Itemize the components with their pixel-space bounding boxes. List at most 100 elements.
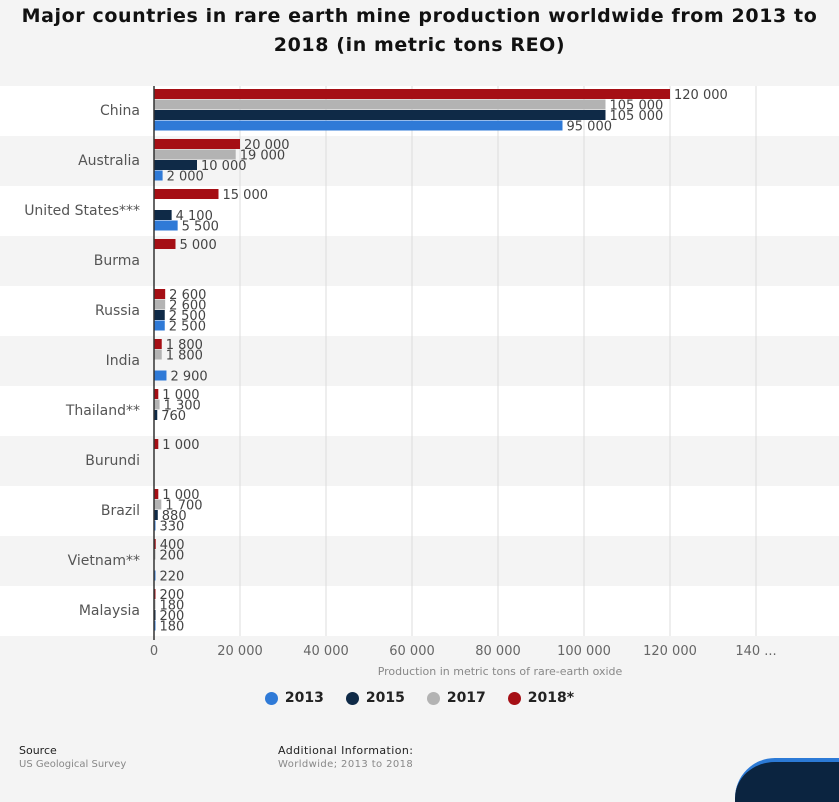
category-band bbox=[0, 586, 839, 636]
chart-title: Major countries in rare earth mine produ… bbox=[21, 5, 818, 56]
bar-2015-unitedstates bbox=[154, 210, 172, 220]
data-label: 400 bbox=[160, 538, 185, 553]
legend-item-2015[interactable]: 2015 bbox=[345, 690, 405, 706]
additional-info-block: Additional Information: Worldwide; 2013 … bbox=[278, 744, 413, 772]
data-label: 19 000 bbox=[240, 149, 286, 164]
data-label: 5 500 bbox=[182, 220, 219, 235]
category-band bbox=[0, 136, 839, 186]
bar-2013-russia bbox=[154, 320, 165, 331]
data-label: 200 bbox=[160, 609, 185, 624]
data-label: 4 100 bbox=[176, 209, 213, 224]
x-tick-label: 40 000 bbox=[303, 644, 349, 659]
x-tick-label: 60 000 bbox=[389, 644, 435, 659]
bar-2018-unitedstates bbox=[154, 189, 219, 199]
legend-label-2018: 2018* bbox=[527, 690, 575, 706]
legend-swatch-2017 bbox=[426, 691, 440, 705]
category-label: China bbox=[100, 103, 140, 119]
x-axis-title: Production in metric tons of rare-earth … bbox=[378, 665, 623, 678]
x-tick-label: 140 ... bbox=[735, 644, 776, 659]
data-label: 880 bbox=[162, 509, 187, 524]
category-band bbox=[0, 186, 839, 236]
bar-2017-china bbox=[154, 99, 606, 110]
bar-chart: China Australia United States*** Burma Russi… bbox=[0, 86, 839, 678]
bar-2013-china bbox=[154, 120, 563, 131]
category-band bbox=[0, 286, 839, 336]
category-band bbox=[0, 486, 839, 536]
bar-2017-thailand bbox=[154, 399, 160, 410]
data-label: 200 bbox=[160, 588, 185, 603]
category-label: Burma bbox=[94, 253, 140, 269]
bar-2013-australia bbox=[154, 170, 163, 181]
data-label: 200 bbox=[160, 549, 185, 564]
data-label: 20 000 bbox=[244, 138, 290, 153]
bar-2013-unitedstates bbox=[154, 220, 178, 231]
bar-2018-burma bbox=[154, 239, 176, 249]
brand-badge bbox=[735, 758, 839, 802]
legend-swatch-2015 bbox=[345, 691, 359, 705]
legend-swatch-2013 bbox=[264, 691, 278, 705]
bar-2018-australia bbox=[154, 139, 240, 149]
legend-label-2013: 2013 bbox=[284, 690, 324, 706]
source-link[interactable]: US Geological Survey bbox=[19, 759, 127, 770]
data-label: 760 bbox=[161, 409, 186, 424]
category-label: United States*** bbox=[24, 203, 140, 219]
category-label: Vietnam** bbox=[68, 553, 140, 569]
bar-2015-thailand bbox=[154, 410, 158, 420]
data-label: 2 600 bbox=[169, 288, 206, 303]
data-label: 1 000 bbox=[162, 488, 199, 503]
category-label: India bbox=[106, 353, 140, 369]
data-label: 330 bbox=[160, 520, 185, 535]
data-label: 220 bbox=[160, 570, 185, 585]
bar-2018-thailand bbox=[154, 389, 159, 399]
additional-info-label: Additional Information: bbox=[278, 744, 414, 757]
additional-info-value: Worldwide; 2013 to 2018 bbox=[278, 759, 414, 770]
data-label: 180 bbox=[160, 599, 185, 614]
data-label: 1 800 bbox=[166, 338, 203, 353]
x-tick-label: 0 bbox=[150, 644, 158, 659]
x-tick-label: 20 000 bbox=[217, 644, 263, 659]
data-label: 120 000 bbox=[674, 88, 728, 103]
legend-item-2017[interactable]: 2017 bbox=[426, 690, 486, 706]
data-label: 2 500 bbox=[169, 320, 206, 335]
bar-2017-australia bbox=[154, 149, 236, 160]
data-label: 1 800 bbox=[166, 349, 203, 364]
source-label: Source bbox=[19, 744, 57, 757]
category-label: Australia bbox=[78, 153, 140, 169]
category-band bbox=[0, 386, 839, 436]
legend-label-2015: 2015 bbox=[365, 690, 405, 706]
source-block: Source US Geological Survey bbox=[19, 744, 126, 772]
data-label: 1 000 bbox=[162, 438, 199, 453]
bar-2015-russia bbox=[154, 310, 165, 320]
bar-2013-india bbox=[154, 370, 167, 381]
category-band bbox=[0, 336, 839, 386]
data-label: 1 700 bbox=[165, 499, 202, 514]
category-label: Brazil bbox=[101, 503, 140, 519]
category-label: Thailand** bbox=[65, 403, 140, 419]
data-label: 2 600 bbox=[169, 299, 206, 314]
category-band bbox=[0, 536, 839, 586]
data-label: 105 000 bbox=[610, 109, 664, 124]
legend-item-2013[interactable]: 2013 bbox=[264, 690, 324, 706]
x-tick-label: 80 000 bbox=[475, 644, 521, 659]
data-label: 1 300 bbox=[164, 399, 201, 414]
bar-2018-vietnam bbox=[154, 539, 156, 549]
data-label: 95 000 bbox=[567, 120, 613, 135]
category-label: Russia bbox=[95, 303, 140, 319]
legend-label-2017: 2017 bbox=[446, 690, 486, 706]
bar-2015-brazil bbox=[154, 510, 158, 520]
legend-item-2018[interactable]: 2018* bbox=[507, 690, 575, 706]
bar-2015-china bbox=[154, 110, 606, 120]
x-tick-label: 100 000 bbox=[557, 644, 611, 659]
bar-2017-brazil bbox=[154, 499, 162, 510]
category-band bbox=[0, 236, 839, 286]
bar-2018-india bbox=[154, 339, 162, 349]
data-label: 15 000 bbox=[223, 188, 269, 203]
x-tick-label: 120 000 bbox=[643, 644, 697, 659]
bar-2017-russia bbox=[154, 299, 166, 310]
data-label: 2 900 bbox=[170, 370, 207, 385]
category-label: Malaysia bbox=[79, 603, 140, 619]
bar-2015-australia bbox=[154, 160, 197, 170]
data-label: 1 000 bbox=[162, 388, 199, 403]
data-label: 2 000 bbox=[167, 170, 204, 185]
data-label: 105 000 bbox=[610, 99, 664, 114]
